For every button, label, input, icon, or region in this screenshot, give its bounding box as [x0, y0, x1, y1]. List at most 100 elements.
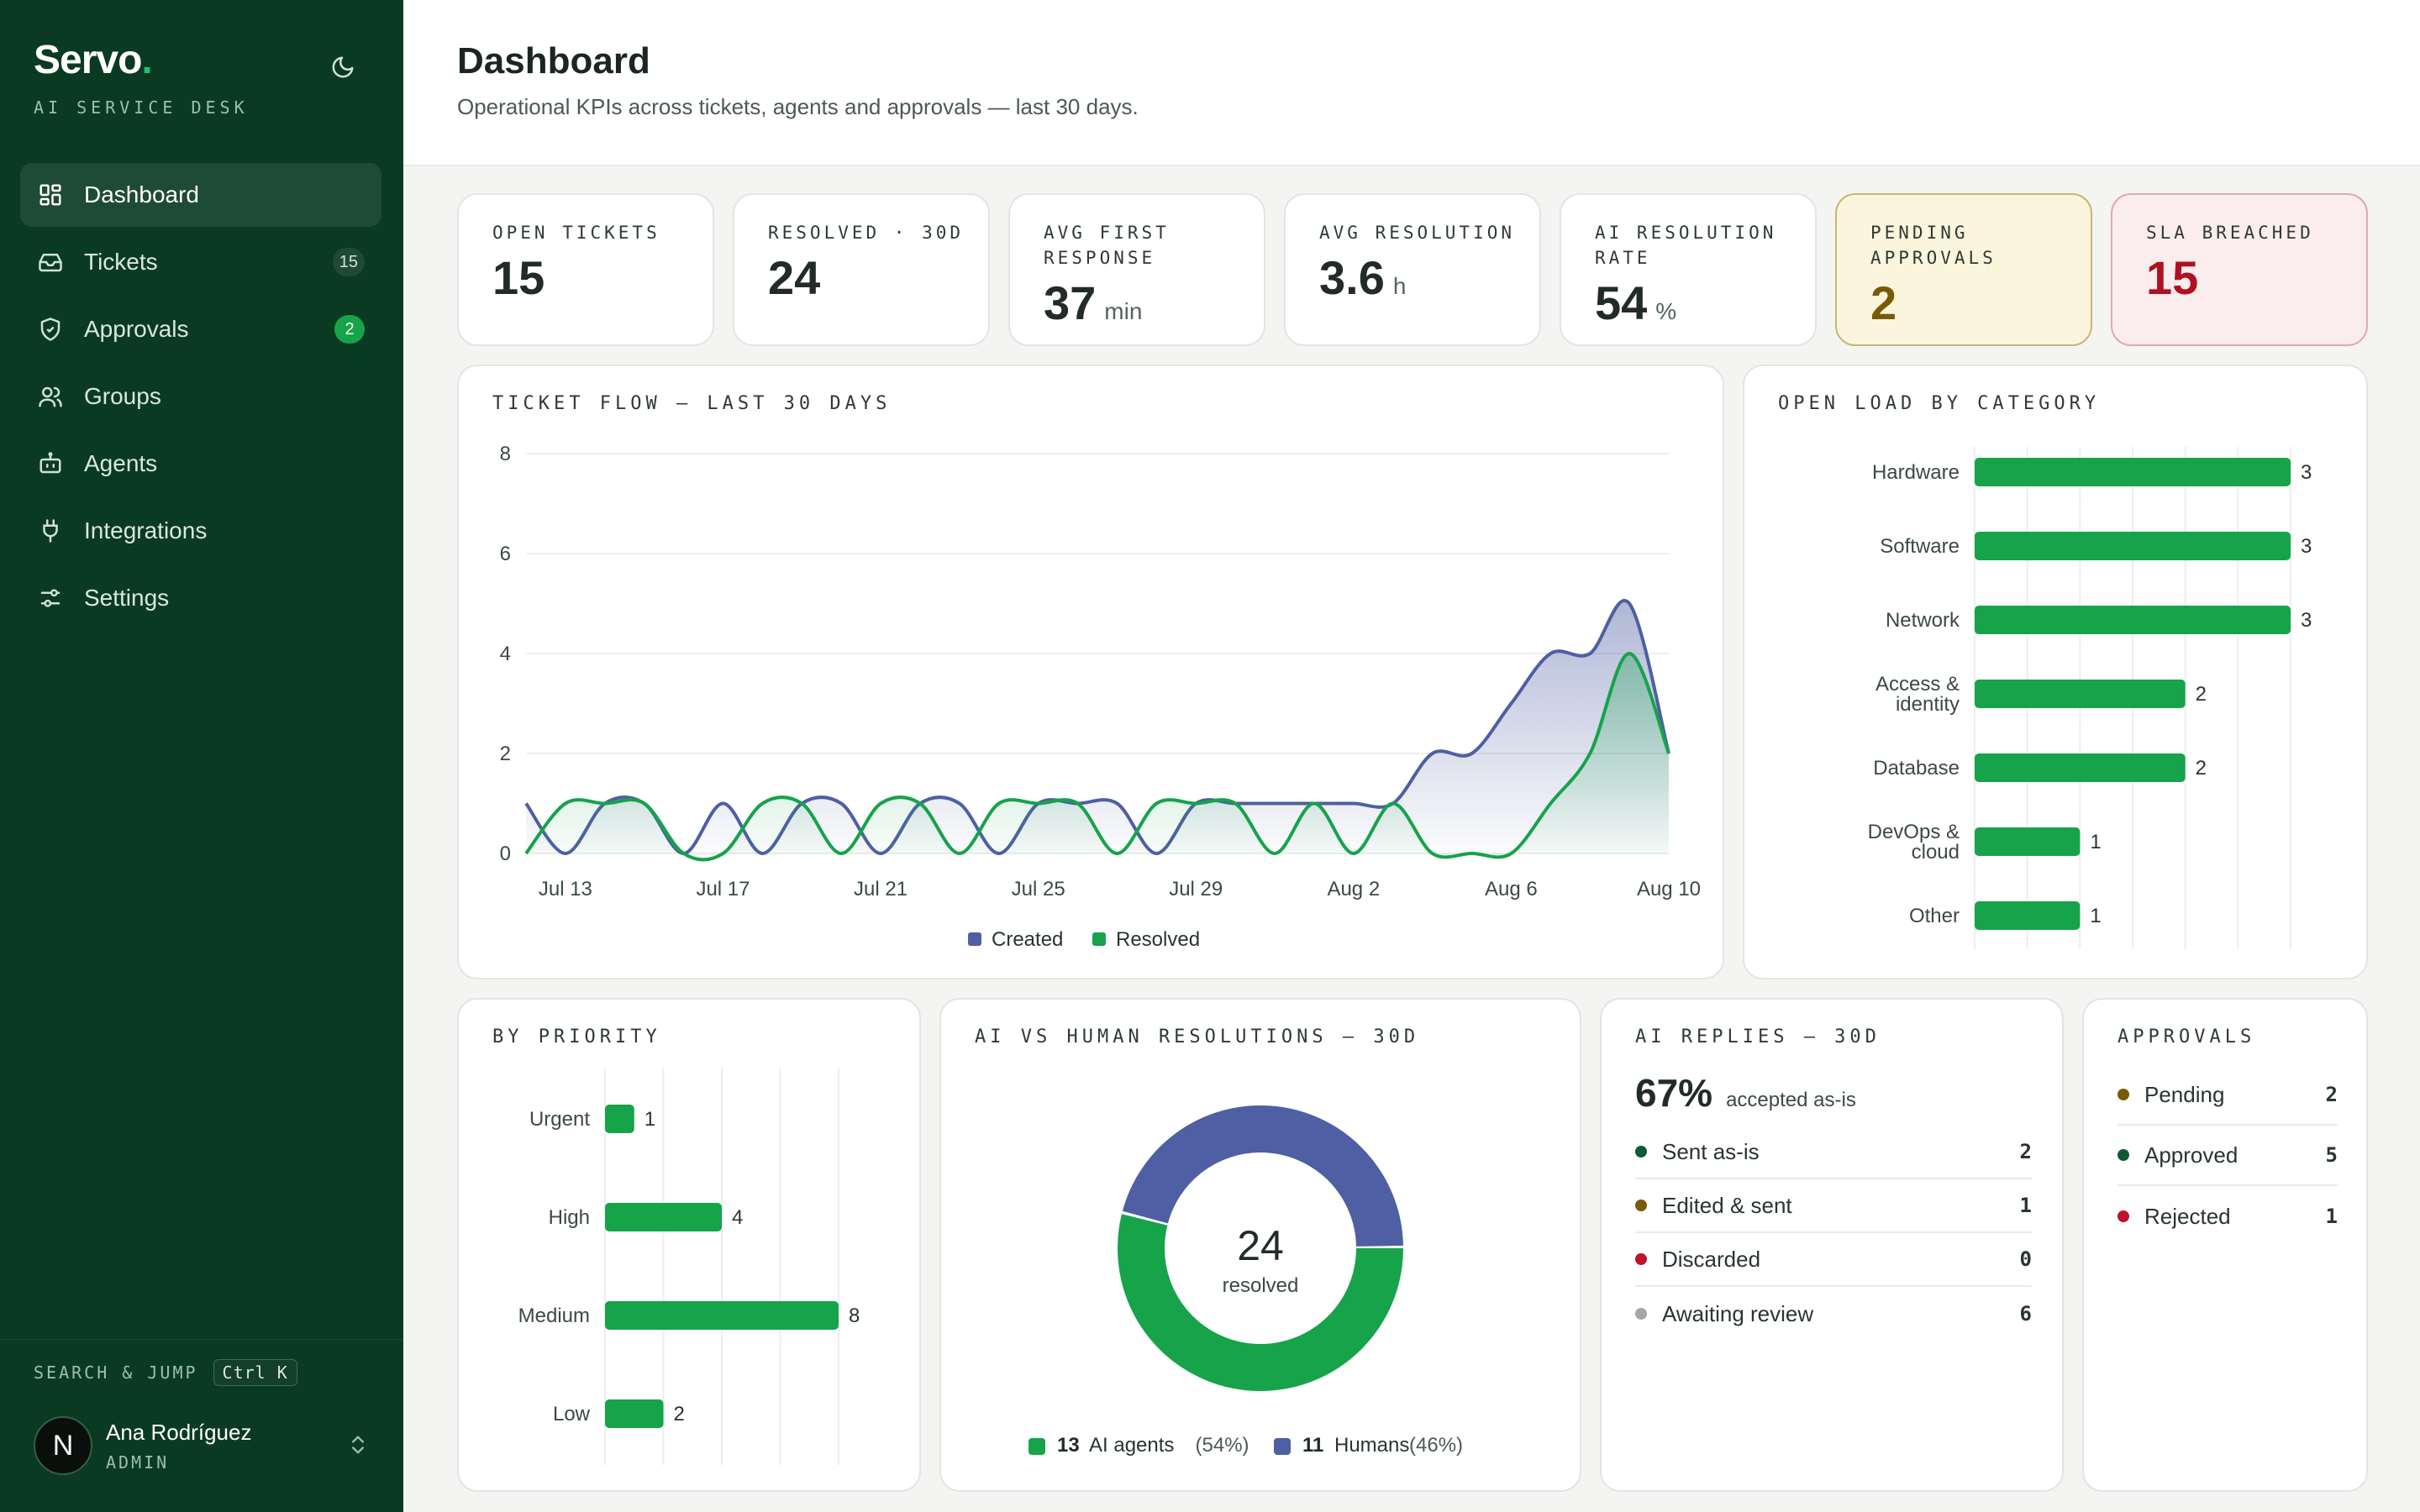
sidebar-item-tickets[interactable]: Tickets 15	[20, 230, 381, 294]
legend-swatch	[1028, 1438, 1045, 1455]
data-label: 1	[2090, 905, 2101, 927]
accept-rate-value: 67%	[1635, 1071, 1713, 1115]
category-label: cloud	[1912, 841, 1960, 864]
data-label: 2	[2196, 757, 2207, 780]
tickets-count-badge: 15	[332, 248, 365, 276]
kpi-label: SLA BREACHED	[2146, 223, 2314, 243]
kpi-card-ai-resolution-rate[interactable]: AI RESOLUTION RATE 54%	[1560, 193, 1817, 346]
kpi-card-avg-first-response[interactable]: AVG FIRST RESPONSE 37 min	[1008, 193, 1265, 346]
sidebar: Servo. AI SERVICE DESK Dashboard Tickets…	[0, 0, 403, 1512]
kpi-value: 54%	[1595, 276, 1677, 329]
list-item[interactable]: Sent as-is 2	[1635, 1126, 2032, 1179]
category-label: Network	[1886, 609, 1960, 632]
ai-replies-card: AI REPLIES — 30D 67% accepted as-is Sent…	[1600, 998, 2064, 1492]
kpi-unit: min	[1104, 298, 1143, 324]
sidebar-item-label: Settings	[84, 585, 170, 611]
legend-percent: (46%)	[1409, 1434, 1463, 1457]
legend-label: Created	[992, 928, 1063, 951]
category-label: Software	[1880, 535, 1960, 558]
ticket-flow-chart: 0 2 4 6 8 Jul 13 Jul 17 Jul 21 Jul 25 Jul 29 Aug 2…	[500, 443, 1701, 951]
ai-replies-rate: 67% accepted as-is	[1635, 1070, 1856, 1116]
category-label: Low	[553, 1403, 591, 1425]
list-item[interactable]: Approved 5	[2118, 1126, 2338, 1186]
donut-center-label: resolved	[1223, 1274, 1299, 1297]
user-role: ADMIN	[106, 1452, 170, 1473]
users-icon	[39, 386, 62, 407]
bot-icon	[39, 452, 61, 474]
data-label: 3	[2301, 535, 2312, 558]
data-label: 3	[2301, 461, 2312, 484]
list-item[interactable]: Awaiting review 6	[1635, 1287, 2032, 1341]
sidebar-divider	[0, 1339, 403, 1340]
kpi-label: RESOLVED · 30D	[768, 223, 965, 243]
x-tick-label: Jul 13	[539, 878, 592, 900]
card-title: AI VS HUMAN RESOLUTIONS — 30D	[975, 1026, 1420, 1047]
list-item[interactable]: Edited & sent 1	[1635, 1179, 2032, 1233]
sidebar-item-label: Dashboard	[84, 181, 199, 207]
category-label: Other	[1909, 905, 1960, 927]
brand-logo[interactable]: Servo.	[34, 38, 153, 82]
series-area-created	[526, 600, 1669, 853]
theme-toggle-button[interactable]	[328, 52, 358, 82]
category-label: DevOps &	[1868, 821, 1960, 843]
data-label: 2	[674, 1403, 685, 1425]
sidebar-item-agents[interactable]: Agents	[20, 432, 381, 496]
card-title: TICKET FLOW — LAST 30 DAYS	[492, 393, 892, 414]
kpi-unit: %	[1655, 298, 1677, 324]
plug-icon	[43, 519, 58, 543]
page-title: Dashboard	[457, 40, 650, 81]
series-line-created	[524, 599, 1670, 855]
sidebar-nav: Dashboard Tickets 15 Approvals 2 Groups …	[20, 163, 381, 633]
donut-center-value: 24	[1237, 1222, 1284, 1269]
category-label: identity	[1896, 693, 1960, 716]
search-jump-button[interactable]: SEARCH & JUMP Ctrl K	[34, 1359, 297, 1386]
user-menu[interactable]: N Ana Rodríguez ADMIN	[34, 1416, 370, 1475]
kpi-value: 2	[1870, 276, 1897, 329]
kpi-label: AVG FIRST RESPONSE	[1044, 223, 1170, 268]
bar	[605, 1399, 664, 1428]
kpi-card-avg-resolution[interactable]: AVG RESOLUTION 3.6 h	[1284, 193, 1541, 346]
category-label: Database	[1873, 757, 1960, 780]
dashboard-icon	[39, 184, 61, 206]
ai-replies-list: Sent as-is 2 Edited & sent 1 Discarded 0 Aw…	[1635, 1126, 2032, 1341]
y-tick-label: 8	[500, 443, 511, 465]
search-shortcut-kbd: Ctrl K	[213, 1359, 297, 1386]
donut-slice-ai-agents	[1118, 1105, 1403, 1391]
kpi-label: OPEN TICKETS	[492, 223, 660, 243]
sidebar-item-approvals[interactable]: Approvals 2	[20, 297, 381, 361]
sidebar-item-settings[interactable]: Settings	[20, 566, 381, 630]
legend-label: AI agents	[1089, 1434, 1174, 1457]
donut-slice-humans	[1118, 1105, 1403, 1391]
status-dot	[1635, 1146, 1647, 1158]
approvals-card: APPROVALS Pending 2 Approved 5 Rejected 1	[2082, 998, 2368, 1492]
legend-percent: (54%)	[1196, 1434, 1249, 1457]
data-label: 1	[2090, 831, 2101, 853]
list-item[interactable]: Discarded 0	[1635, 1233, 2032, 1287]
avatar: N	[34, 1416, 92, 1475]
sidebar-item-integrations[interactable]: Integrations	[20, 499, 381, 563]
approvals-count-badge: 2	[334, 315, 365, 344]
kpi-card-open-tickets[interactable]: OPEN TICKETS 15	[457, 193, 714, 346]
kpi-card-sla-breached[interactable]: SLA BREACHED 15	[2111, 193, 2368, 346]
kpi-value: 15	[2146, 251, 2199, 304]
page-header: Dashboard Operational KPIs across ticket…	[403, 0, 2420, 166]
status-dot	[2118, 1089, 2129, 1100]
kpi-card-pending-approvals[interactable]: PENDING APPROVALS 2	[1835, 193, 2092, 346]
category-label: Hardware	[1872, 461, 1960, 484]
list-item[interactable]: Pending 2	[2118, 1065, 2338, 1126]
kpi-unit: h	[1392, 273, 1407, 299]
sidebar-item-groups[interactable]: Groups	[20, 365, 381, 428]
category-label: Access &	[1876, 673, 1960, 696]
shield-check-icon	[40, 318, 60, 341]
kpi-label: AI RESOLUTION RATE	[1595, 223, 1777, 268]
sliders-icon	[40, 589, 60, 607]
open-load-card: OPEN LOAD BY CATEGORY 3 Hardware 3 Software…	[1743, 365, 2368, 979]
inbox-icon	[39, 254, 62, 272]
sidebar-item-label: Tickets	[84, 249, 158, 275]
kpi-card-resolved[interactable]: RESOLVED · 30D 24	[733, 193, 990, 346]
y-tick-label: 6	[500, 543, 511, 565]
card-title: BY PRIORITY	[492, 1026, 661, 1047]
sidebar-item-dashboard[interactable]: Dashboard	[20, 163, 381, 227]
bar	[1975, 606, 2291, 634]
list-item[interactable]: Rejected 1	[2118, 1186, 2338, 1247]
